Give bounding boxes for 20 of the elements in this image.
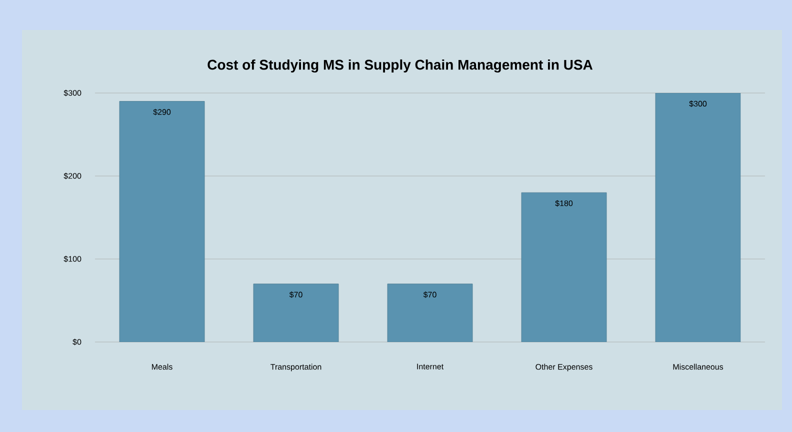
bar <box>521 192 607 342</box>
bar <box>119 101 205 342</box>
data-label: $300 <box>689 100 707 108</box>
x-tick-label: Miscellaneous <box>673 364 724 370</box>
x-tick-label: Meals <box>152 364 172 370</box>
x-tick-label: Other Expenses <box>536 364 592 372</box>
bar <box>253 284 339 342</box>
data-label: $180 <box>555 200 573 207</box>
x-tick-label: Internet <box>417 364 444 370</box>
bar <box>655 93 741 342</box>
chart-title: Cost of Studying MS in Supply Chain Management in USA <box>208 59 593 73</box>
data-label: $290 <box>153 108 171 116</box>
x-tick-label: Transportation <box>270 364 322 372</box>
data-label: $70 <box>289 291 302 298</box>
y-tick-label: $300 <box>64 90 82 96</box>
y-tick-label: $100 <box>64 256 82 262</box>
data-label: $70 <box>423 291 436 298</box>
y-tick-label: $200 <box>64 172 82 180</box>
bar <box>387 284 473 342</box>
y-tick-label: $0 <box>72 338 82 346</box>
